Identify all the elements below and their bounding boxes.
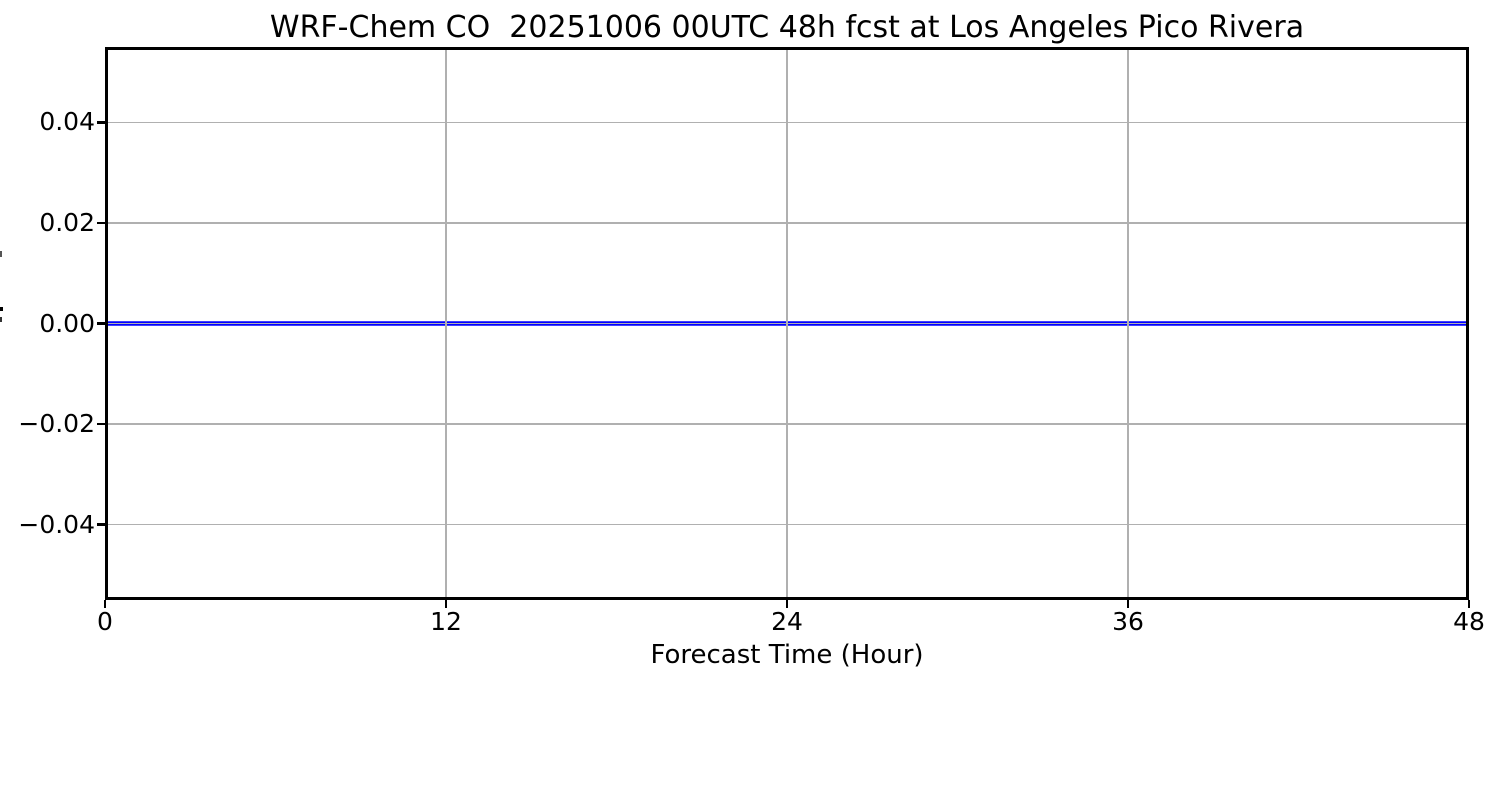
- x-axis-label: Forecast Time (Hour): [650, 640, 924, 670]
- y-tick-mark: [97, 523, 105, 526]
- x-tick-label: 0: [97, 607, 113, 636]
- y-tick-label: 0.00: [39, 308, 95, 338]
- chart-title: WRF-Chem CO 20251006 00UTC 48h fcst at L…: [269, 10, 1305, 45]
- x-tick-mark: [444, 600, 448, 608]
- y-tick-label: 0.04: [39, 107, 95, 137]
- x-tick-mark: [103, 600, 107, 608]
- x-gridline: [445, 47, 447, 600]
- x-tick-mark: [1126, 600, 1130, 608]
- x-tick-mark: [1467, 600, 1471, 608]
- y-tick-mark: [97, 121, 105, 124]
- x-gridline: [786, 47, 788, 600]
- y-tick-mark: [97, 221, 105, 225]
- y-tick-label: 0.02: [39, 207, 95, 237]
- x-tick-label: 48: [1453, 607, 1485, 636]
- y-tick-mark: [97, 422, 105, 426]
- x-tick-label: 12: [430, 607, 462, 636]
- y-tick-label: −0.02: [18, 409, 95, 439]
- ylabel-clipped-fragment: [0, 307, 3, 311]
- x-gridline: [1127, 47, 1129, 600]
- y-tick-label: −0.04: [18, 509, 95, 539]
- plot-area: [105, 47, 1469, 600]
- x-tick-mark: [785, 600, 789, 608]
- x-tick-label: 36: [1112, 607, 1144, 636]
- ylabel-clipped-fragment: [0, 317, 2, 322]
- ylabel-clipped-fragment: [0, 251, 2, 257]
- x-tick-label: 24: [771, 607, 803, 636]
- y-tick-mark: [97, 322, 105, 325]
